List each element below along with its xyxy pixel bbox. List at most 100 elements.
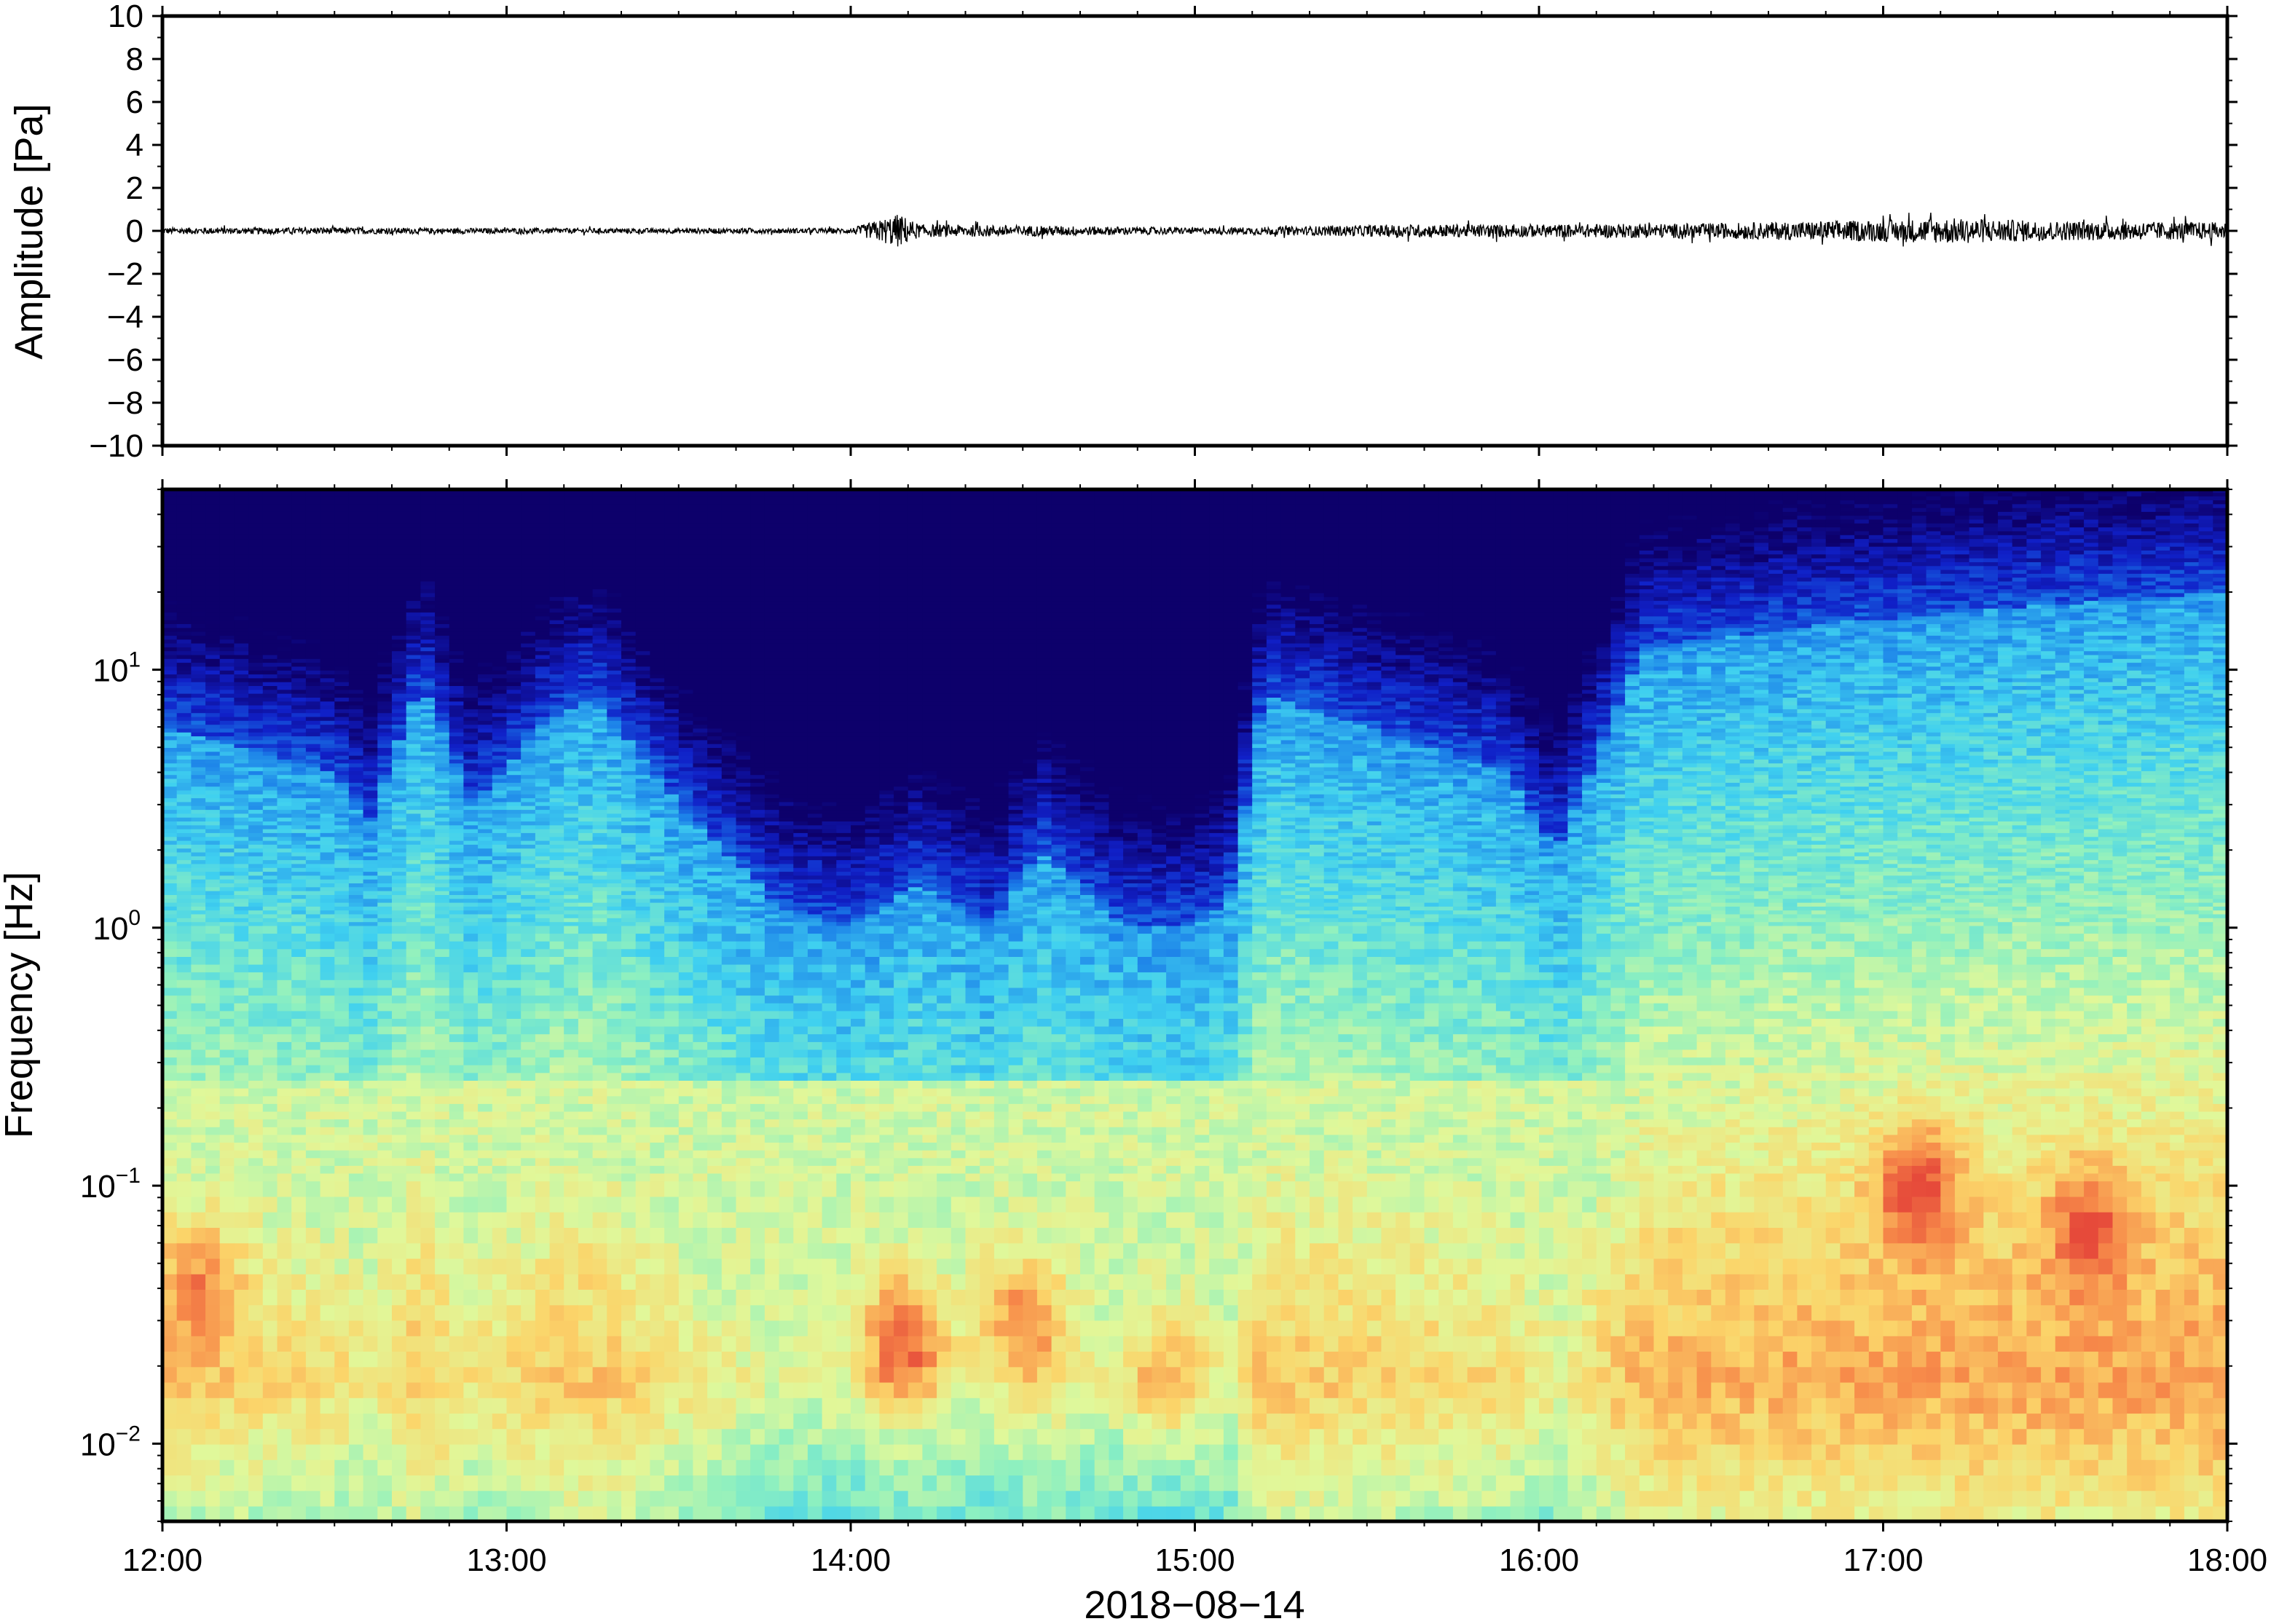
spectrogram-cell	[564, 1087, 579, 1097]
spectrogram-cell	[262, 685, 278, 690]
spectrogram-cell	[305, 948, 321, 957]
spectrogram-cell	[219, 913, 235, 918]
spectrogram-cell	[176, 507, 192, 512]
spectrogram-cell	[435, 693, 450, 698]
spectrogram-cell	[291, 743, 307, 748]
spectrogram-cell	[392, 782, 407, 787]
spectrogram-cell	[176, 557, 192, 562]
spectrogram-cell	[564, 561, 579, 567]
spectrogram-cell	[348, 886, 364, 891]
spectrogram-cell	[377, 542, 393, 547]
spectrogram-cell	[262, 720, 278, 725]
spectrogram-cell	[420, 1242, 436, 1259]
spectrogram-cell	[162, 856, 178, 861]
spectrogram-cell	[463, 557, 479, 562]
spectrogram-cell	[191, 801, 206, 806]
spectrogram-cell	[320, 1398, 336, 1414]
spectrogram-cell	[535, 608, 551, 613]
spectrogram-cell	[406, 774, 422, 779]
spectrogram-cell	[248, 492, 264, 497]
spectrogram-cell	[262, 670, 278, 675]
spectrogram-cell	[435, 995, 450, 1004]
spectrogram-cell	[363, 894, 379, 899]
spectrogram-cell	[248, 1180, 264, 1197]
spectrogram-cell	[392, 875, 407, 880]
spectrogram-cell	[535, 816, 551, 821]
waveform-ytick-label: −8	[107, 385, 143, 421]
spectrogram-cell	[191, 770, 206, 776]
spectrogram-cell	[492, 766, 508, 771]
spectrogram-cell	[248, 1304, 264, 1321]
spectrogram-cell	[478, 898, 493, 903]
spectrogram-cell	[363, 828, 379, 833]
spectrogram-cell	[478, 561, 493, 567]
spectrogram-cell	[392, 1103, 407, 1112]
spectrogram-cell	[449, 1428, 465, 1445]
spectrogram-cell	[320, 1227, 336, 1244]
spectrogram-cell	[478, 786, 493, 791]
spectrogram-cell	[449, 1366, 465, 1383]
spectrogram-cell	[549, 1149, 565, 1159]
spectrogram-cell	[176, 1273, 192, 1290]
spectrogram-cell	[363, 739, 379, 744]
spectrogram-cell	[334, 805, 350, 811]
spectrogram-cell	[219, 778, 235, 783]
spectrogram-cell	[449, 580, 465, 586]
spectrogram-cell	[564, 1366, 579, 1383]
spectrogram-cell	[219, 635, 235, 640]
spectrogram-cell	[406, 797, 422, 803]
spectrogram-cell	[248, 759, 264, 764]
spectrogram-cell	[478, 530, 493, 535]
spectrogram-cell	[234, 828, 249, 833]
spectrogram-cell	[535, 1320, 551, 1336]
spectrogram-cell	[262, 577, 278, 582]
spectrogram-cell	[463, 1398, 479, 1414]
spectrogram-cell	[492, 538, 508, 543]
spectrogram-cell	[219, 639, 235, 644]
spectrogram-cell	[363, 906, 379, 911]
spectrogram-cell	[377, 507, 393, 512]
spectrogram-cell	[435, 561, 450, 567]
spectrogram-cell	[521, 728, 536, 733]
spectrogram-cell	[435, 1157, 450, 1166]
spectrogram-cell	[363, 677, 379, 682]
spectrogram-cell	[219, 1049, 235, 1058]
spectrogram-cell	[564, 859, 579, 864]
spectrogram-cell	[449, 553, 465, 559]
spectrogram-cell	[392, 627, 407, 632]
spectrogram-cell	[248, 1320, 264, 1336]
spectrogram-cell	[162, 670, 178, 675]
spectrogram-cell	[291, 1134, 307, 1143]
spectrogram-cell	[392, 1490, 407, 1507]
spectrogram-cell	[435, 1475, 450, 1491]
spectrogram-cell	[334, 863, 350, 868]
spectrogram-cell	[506, 689, 521, 694]
spectrogram-cell	[478, 635, 493, 640]
spectrogram-cell	[305, 1227, 321, 1244]
spectrogram-cell	[564, 631, 579, 636]
spectrogram-cell	[219, 732, 235, 737]
spectrogram-cell	[535, 677, 551, 682]
spectrogram-cell	[478, 747, 493, 752]
spectrogram-cell	[305, 1242, 321, 1259]
spectrogram-cell	[234, 519, 249, 524]
spectrogram-cell	[248, 1119, 264, 1127]
spectrogram-cell	[478, 890, 493, 895]
spectrogram-cell	[162, 701, 178, 706]
spectrogram-cell	[406, 766, 422, 771]
spectrogram-cell	[535, 913, 551, 918]
spectrogram-cell	[478, 619, 493, 624]
spectrogram-cell	[506, 1413, 521, 1430]
spectrogram-cell	[506, 604, 521, 609]
spectrogram-cell	[535, 1095, 551, 1104]
spectrogram-cell	[262, 898, 278, 903]
spectrogram-cell	[521, 573, 536, 578]
spectrogram-cell	[492, 701, 508, 706]
spectrogram-cell	[521, 615, 536, 620]
spectrogram-cell	[564, 1119, 579, 1127]
spectrogram-cell	[248, 875, 264, 880]
spectrogram-cell	[191, 550, 206, 555]
spectrogram-cell	[363, 1127, 379, 1135]
spectrogram-cell	[334, 759, 350, 764]
spectrogram-cell	[406, 670, 422, 675]
